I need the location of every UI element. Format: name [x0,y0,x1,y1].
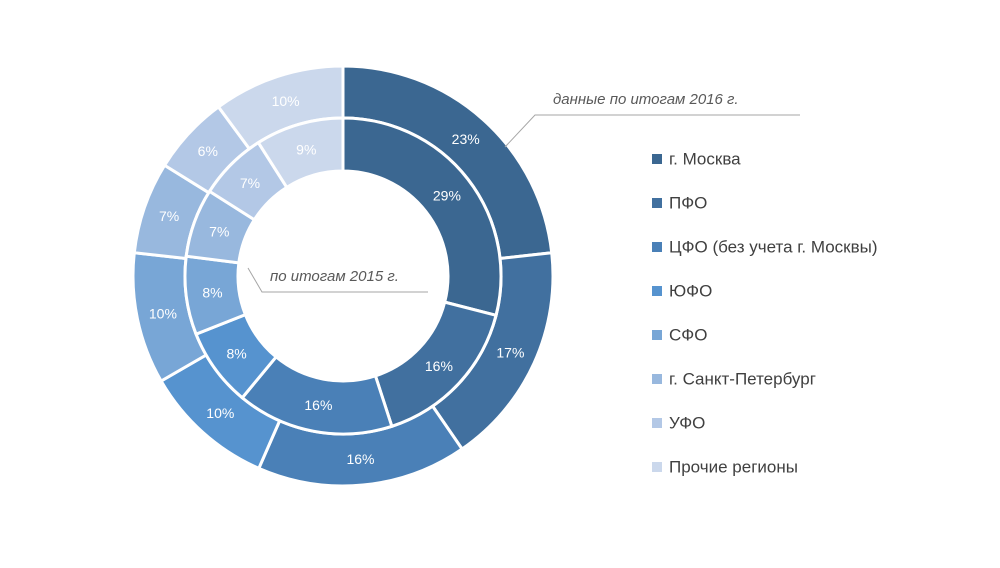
legend-swatch-5 [652,374,662,384]
legend-swatch-7 [652,462,662,472]
outer-slice-label-7: 10% [272,93,300,109]
legend-label-2: ЦФО (без учета г. Москвы) [669,238,878,257]
legend-label-7: Прочие регионы [669,458,798,477]
callout-line-2016 [504,114,800,148]
legend-swatch-6 [652,418,662,428]
outer-ring-labels: 23% 17% 16% 10% 10% 7% 6% 10% [149,93,525,467]
inner-ring-labels: 29% 16% 16% 8% 8% 7% 7% 9% [202,142,461,414]
legend-label-5: г. Санкт-Петербург [669,370,816,389]
inner-slice-label-5: 7% [209,224,229,240]
inner-ring-2015 [183,116,503,436]
callout-label-2016: данные по итогам 2016 г. [553,91,739,108]
callout-line-2015 [247,267,428,293]
legend-swatch-2 [652,242,662,252]
inner-slice-label-3: 8% [226,345,246,361]
legend-label-1: ПФО [669,194,707,213]
legend-label-4: СФО [669,326,707,345]
outer-slice-label-1: 17% [496,344,524,360]
legend-label-3: ЮФО [669,282,712,301]
outer-slice-label-4: 10% [149,306,177,322]
outer-slice-label-6: 6% [198,143,218,159]
inner-slice-label-1: 16% [425,358,453,374]
inner-slice-label-4: 8% [202,285,222,301]
inner-slice-0 [341,116,503,318]
legend-swatch-4 [652,330,662,340]
inner-slice-label-0: 29% [433,187,461,203]
outer-slice-label-3: 10% [206,405,234,421]
legend-swatch-0 [652,154,662,164]
legend-label-0: г. Москва [669,150,741,169]
legend: г. Москва ПФО ЦФО (без учета г. Москвы) ЮФО… [652,150,878,477]
legend-swatch-1 [652,198,662,208]
outer-slice-label-2: 16% [346,451,374,467]
outer-slice-label-0: 23% [452,131,480,147]
inner-slice-7 [256,116,345,190]
inner-slice-label-7: 9% [296,142,316,158]
callout-label-2015: по итогам 2015 г. [270,268,399,285]
legend-swatch-3 [652,286,662,296]
legend-label-6: УФО [669,414,705,433]
outer-ring-2016 [131,64,555,488]
outer-slice-label-5: 7% [159,208,179,224]
inner-slice-label-2: 16% [304,397,332,413]
inner-slice-label-6: 7% [240,175,260,191]
